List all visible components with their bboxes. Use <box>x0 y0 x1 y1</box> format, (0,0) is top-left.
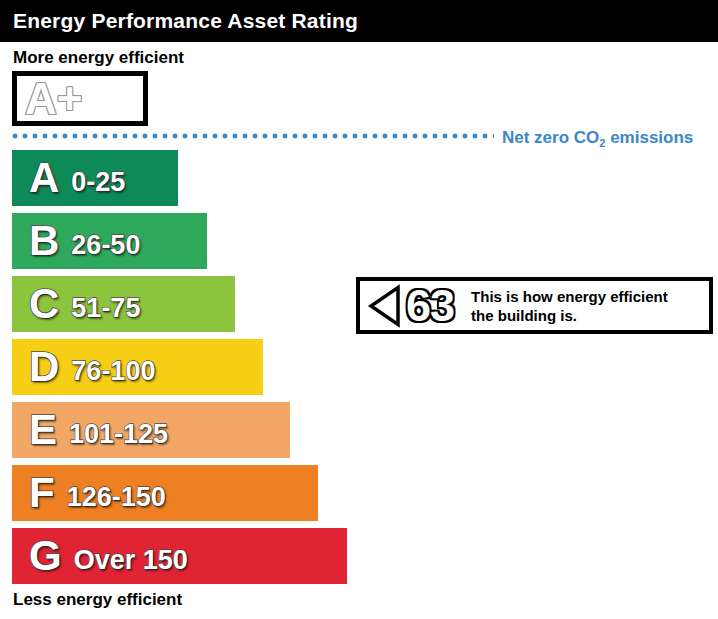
rating-description-line1: This is how energy efficient <box>471 287 668 306</box>
band-a-letter: A <box>29 157 59 199</box>
band-f-range: 126-150 <box>67 484 166 511</box>
less-energy-efficient-label: Less energy efficient <box>13 590 182 610</box>
page-title: Energy Performance Asset Rating <box>0 9 358 33</box>
a-plus-band-box: A+ <box>12 71 148 126</box>
band-d-letter: D <box>29 346 59 388</box>
band-c: C 51-75 <box>12 276 235 332</box>
band-a: A 0-25 <box>12 150 178 206</box>
band-f: F 126-150 <box>12 465 318 521</box>
net-zero-text-pre: Net zero CO <box>502 128 599 147</box>
band-d-range: 76-100 <box>71 358 155 385</box>
left-arrow-icon <box>367 284 403 328</box>
rating-indicator-box: 63 This is how energy efficient the buil… <box>356 277 713 334</box>
band-g-letter: G <box>29 535 62 577</box>
band-d: D 76-100 <box>12 339 263 395</box>
band-c-letter: C <box>29 283 59 325</box>
band-c-range: 51-75 <box>71 295 140 322</box>
band-a-range: 0-25 <box>71 169 125 196</box>
band-e-letter: E <box>29 409 57 451</box>
band-e: E 101-125 <box>12 402 290 458</box>
rating-description: This is how energy efficient the buildin… <box>471 287 668 325</box>
band-e-range: 101-125 <box>69 421 168 448</box>
energy-performance-asset-rating-chart: Energy Performance Asset Rating More ene… <box>0 0 718 619</box>
rating-value: 63 <box>406 283 454 328</box>
more-energy-efficient-label: More energy efficient <box>13 48 184 68</box>
band-b: B 26-50 <box>12 213 207 269</box>
band-b-letter: B <box>29 220 59 262</box>
net-zero-text-post: emissions <box>605 128 693 147</box>
chart-header: Energy Performance Asset Rating <box>0 0 718 42</box>
band-g: G Over 150 <box>12 528 347 584</box>
net-zero-dotted-line <box>12 132 494 140</box>
a-plus-label: A+ <box>17 77 82 121</box>
band-b-range: 26-50 <box>71 232 140 259</box>
rating-description-line2: the building is. <box>471 306 668 325</box>
net-zero-emissions-label: Net zero CO2 emissions <box>502 128 693 149</box>
band-g-range: Over 150 <box>74 547 188 574</box>
band-f-letter: F <box>29 472 55 514</box>
